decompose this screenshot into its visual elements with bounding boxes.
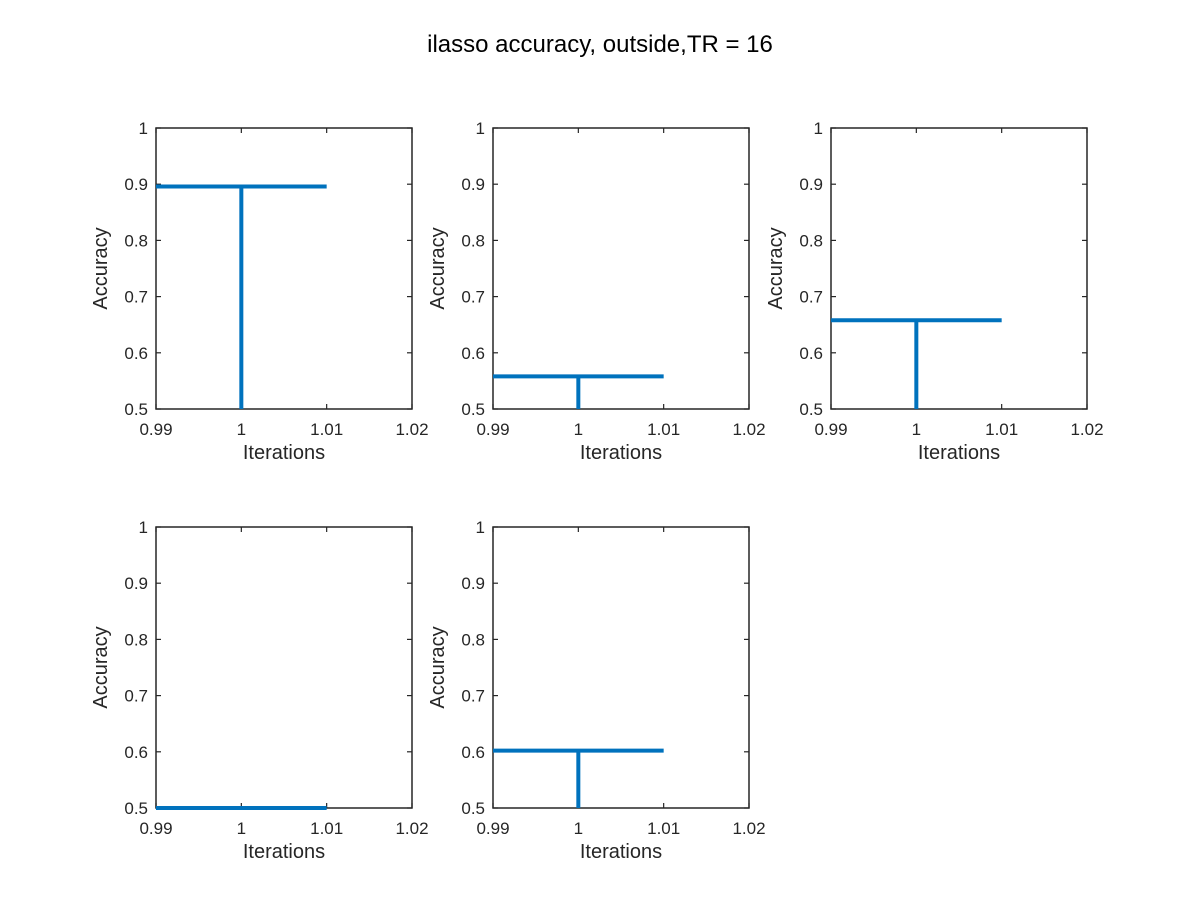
y-tick-label: 0.6 (124, 344, 148, 363)
x-tick-label: 1 (237, 819, 246, 838)
y-tick-label: 0.6 (799, 344, 823, 363)
y-tick-label: 0.5 (461, 799, 485, 818)
y-axis-label: Accuracy (90, 227, 112, 309)
subplot-4: 0.99 1 1.01 1.02 0.5 0.6 0.7 0.8 0.9 1 Iterations A… (90, 518, 429, 863)
subplot-2: 0.99 1 1.01 1.02 0.5 0.6 0.7 0.8 0.9 1 Iterations A… (427, 119, 766, 464)
x-tick-label: 1.02 (732, 819, 765, 838)
x-axis-label: Iterations (243, 442, 325, 464)
x-tick-label: 0.99 (139, 819, 172, 838)
x-tick-label: 1.02 (1070, 420, 1103, 439)
y-tick-label: 0.7 (124, 288, 148, 307)
axes-frame (155, 526, 413, 809)
x-axis-label: Iterations (580, 442, 662, 464)
x-tick-label: 1.01 (310, 420, 343, 439)
subplot-grid: 0.99 1 1.01 1.02 0.5 0.6 0.7 0.8 0.9 1 Iterations A… (90, 119, 1104, 863)
y-tick-label: 0.5 (124, 400, 148, 419)
x-tick-label: 0.99 (814, 420, 847, 439)
y-tick-label: 0.9 (124, 574, 148, 593)
y-tick-label: 0.8 (461, 630, 485, 649)
figure-title: ilasso accuracy, outside,TR = 16 (427, 31, 773, 58)
y-tick-label: 1 (814, 119, 823, 138)
y-tick-label: 1 (476, 119, 485, 138)
x-tick-label: 1.02 (395, 420, 428, 439)
y-tick-label: 0.9 (461, 574, 485, 593)
x-tick-label: 1.02 (395, 819, 428, 838)
axes-frame (492, 127, 750, 410)
x-axis-label: Iterations (243, 841, 325, 863)
subplot-3: 0.99 1 1.01 1.02 0.5 0.6 0.7 0.8 0.9 1 Iterations A… (765, 119, 1104, 464)
y-tick-label: 0.9 (461, 175, 485, 194)
axes-frame (830, 127, 1088, 410)
y-axis-label: Accuracy (427, 626, 449, 708)
x-tick-label: 0.99 (139, 420, 172, 439)
x-axis-label: Iterations (918, 442, 1000, 464)
x-tick-label: 1.01 (647, 420, 680, 439)
x-tick-label: 1.02 (732, 420, 765, 439)
y-tick-label: 1 (139, 119, 148, 138)
x-tick-label: 0.99 (476, 420, 509, 439)
x-tick-label: 1 (574, 420, 583, 439)
x-tick-label: 1 (574, 819, 583, 838)
y-tick-label: 0.5 (461, 400, 485, 419)
y-axis-label: Accuracy (765, 227, 787, 309)
y-tick-label: 0.6 (124, 743, 148, 762)
y-tick-label: 0.7 (124, 687, 148, 706)
y-axis-label: Accuracy (90, 626, 112, 708)
y-tick-label: 1 (476, 518, 485, 537)
y-tick-label: 0.8 (124, 231, 148, 250)
x-tick-label: 1.01 (647, 819, 680, 838)
x-tick-label: 1 (237, 420, 246, 439)
y-tick-label: 0.5 (799, 400, 823, 419)
x-tick-label: 1 (912, 420, 921, 439)
x-tick-label: 1.01 (310, 819, 343, 838)
y-tick-label: 0.7 (799, 288, 823, 307)
y-tick-label: 0.8 (799, 231, 823, 250)
y-tick-label: 1 (139, 518, 148, 537)
subplot-1: 0.99 1 1.01 1.02 0.5 0.6 0.7 0.8 0.9 1 Iterations A… (90, 119, 429, 464)
y-axis-label: Accuracy (427, 227, 449, 309)
y-tick-label: 0.8 (461, 231, 485, 250)
y-tick-label: 0.7 (461, 288, 485, 307)
y-tick-label: 0.9 (124, 175, 148, 194)
axes-frame (155, 127, 413, 410)
x-tick-label: 0.99 (476, 819, 509, 838)
y-tick-label: 0.9 (799, 175, 823, 194)
y-tick-label: 0.6 (461, 743, 485, 762)
subplot-5: 0.99 1 1.01 1.02 0.5 0.6 0.7 0.8 0.9 1 Iterations A… (427, 518, 766, 863)
y-tick-label: 0.8 (124, 630, 148, 649)
x-tick-label: 1.01 (985, 420, 1018, 439)
axes-frame (492, 526, 750, 809)
x-axis-label: Iterations (580, 841, 662, 863)
y-tick-label: 0.7 (461, 687, 485, 706)
y-tick-label: 0.6 (461, 344, 485, 363)
y-tick-label: 0.5 (124, 799, 148, 818)
